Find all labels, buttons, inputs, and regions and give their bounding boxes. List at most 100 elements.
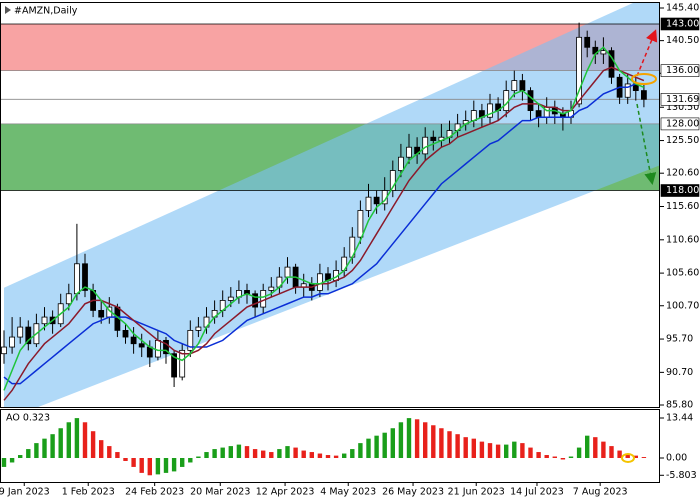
candle-body <box>122 329 129 338</box>
ao-bar <box>358 443 363 459</box>
ao-bar <box>9 458 15 463</box>
candle-body <box>535 110 542 118</box>
x-tick-label: 26 May 2023 <box>382 487 444 498</box>
ao-bar <box>26 449 31 459</box>
y-tick-label: 85.80 <box>666 400 693 411</box>
x-tick-label: 14 Jul 2023 <box>510 487 564 498</box>
candle-body <box>584 36 591 48</box>
candle-body <box>422 136 429 155</box>
ao-bar <box>269 452 274 459</box>
candle-body <box>25 326 32 345</box>
y-tick-label: -5.803 <box>666 470 697 481</box>
ao-frame <box>0 409 660 483</box>
ao-bar <box>609 446 614 459</box>
level-label: 128.00 <box>666 118 699 129</box>
y-tick-label: 130.50 <box>666 102 699 113</box>
ao-bar <box>593 437 598 459</box>
ao-bar <box>261 450 266 459</box>
ao-bar <box>625 453 630 459</box>
candle-body <box>252 293 259 308</box>
candle-body <box>163 339 169 355</box>
candle-body <box>316 273 323 291</box>
ao-bar <box>212 449 217 459</box>
ao-bar <box>90 431 96 459</box>
ao-bar <box>188 458 193 463</box>
ao-bar <box>123 458 128 461</box>
candle-body <box>17 326 24 338</box>
ao-bar <box>350 449 355 459</box>
candle-body <box>519 80 526 91</box>
y-tick-label: 13.44 <box>666 412 693 423</box>
candle-body <box>511 80 518 91</box>
y-tick-label: 100.70 <box>666 300 699 311</box>
ao-bar <box>155 458 161 475</box>
ma-line <box>3 66 645 401</box>
ao-bar <box>455 434 460 459</box>
price-frame <box>0 2 660 408</box>
candle-body <box>600 50 607 55</box>
x-tick-label: 1 Feb 2023 <box>62 487 115 498</box>
ao-bar <box>552 456 557 459</box>
candle-body <box>138 343 145 348</box>
ao-bar <box>325 455 331 459</box>
ao-bar <box>568 456 574 459</box>
ao-bar <box>512 441 517 459</box>
ao-bar <box>487 443 493 459</box>
level-tag <box>660 117 700 131</box>
ao-bar <box>495 444 501 459</box>
level-tag <box>660 93 700 106</box>
ao-bar <box>641 457 647 459</box>
x-tick-label: 7 Aug 2023 <box>573 487 628 498</box>
y-tick-label: 0.00 <box>666 453 687 464</box>
ao-bar <box>139 458 144 473</box>
ao-bar <box>293 447 298 459</box>
ao-bar <box>431 425 436 459</box>
candle-body <box>373 196 380 205</box>
ao-bar <box>560 458 566 460</box>
ao-bar <box>147 458 152 476</box>
ao-bar <box>163 458 169 473</box>
ao-bar <box>99 440 104 459</box>
ao-bar <box>50 434 55 459</box>
highlight <box>621 453 635 463</box>
ao-bar <box>309 452 314 459</box>
level-tag <box>660 64 700 77</box>
y-tick-label: 90.70 <box>666 367 693 378</box>
candle-body <box>195 326 202 331</box>
level-tag <box>660 17 700 31</box>
channel <box>4 2 660 407</box>
y-tick-label: 125.50 <box>666 135 699 146</box>
candle-body <box>9 336 16 348</box>
ao-bar <box>285 446 290 459</box>
ao-bar <box>601 441 606 459</box>
chart-title: #AMZN,Daily <box>14 6 78 17</box>
ao-bar <box>504 444 509 459</box>
ao-bar <box>633 455 638 459</box>
candle-body <box>82 263 88 291</box>
level-label: 143.00 <box>666 18 699 29</box>
ao-bar <box>34 443 39 459</box>
y-tick-label: 145.40 <box>666 3 699 14</box>
ao-bar <box>131 458 136 467</box>
candle-body <box>171 353 178 378</box>
ao-title: AO 0.323 <box>6 413 50 424</box>
candle-body <box>389 170 396 191</box>
highlight <box>631 73 657 85</box>
down-arrow <box>636 103 657 185</box>
candle-body <box>179 349 186 378</box>
x-tick-label: 21 Jun 2023 <box>448 487 505 498</box>
ma-line <box>3 46 645 391</box>
candle-body <box>430 136 437 141</box>
ao-bar <box>107 446 112 459</box>
ao-bar <box>576 447 582 459</box>
y-tick-label: 95.70 <box>666 334 693 345</box>
ao-bar <box>204 452 209 459</box>
ao-bar <box>536 452 541 459</box>
ao-bar <box>171 458 177 472</box>
ao-bar <box>228 446 233 459</box>
level-label: 136.00 <box>666 65 699 76</box>
ao-bar <box>374 435 379 459</box>
candle-body <box>260 290 267 308</box>
